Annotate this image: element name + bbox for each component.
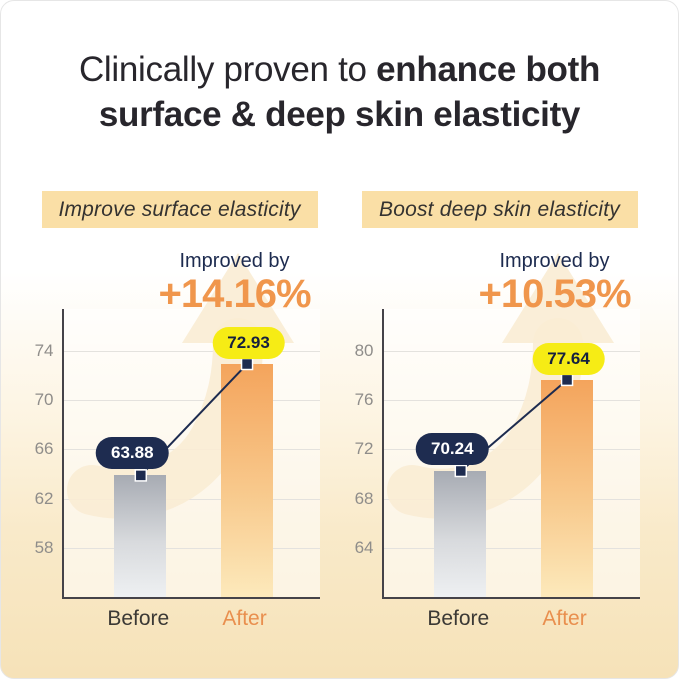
y-tick-label: 64	[354, 537, 374, 557]
improvement-callout: Improved by +14.16%	[106, 250, 364, 315]
bar-chart-deep: 64 68 72 76 80 70.24 77.64 Before After	[352, 253, 648, 631]
y-tick-label: 74	[34, 340, 54, 360]
y-tick-label: 58	[34, 537, 54, 557]
panel-deep-elasticity: Boost deep skin elasticity Improved by +…	[352, 191, 648, 631]
value-label-before: 70.24	[416, 432, 489, 465]
y-tick-label: 76	[354, 390, 374, 410]
value-label-after: 72.93	[212, 327, 285, 360]
y-axis: 64 68 72 76 80	[352, 309, 374, 597]
title-bold-text-line2: surface & deep skin elasticity	[98, 95, 581, 134]
plot-area: 63.88 72.93	[61, 309, 320, 599]
panel-header-surface: Improve surface elasticity	[41, 191, 318, 228]
improved-by-label: Improved by	[179, 250, 290, 272]
y-tick-label: 66	[34, 439, 54, 459]
improved-by-label: Improved by	[499, 250, 610, 272]
bar-after	[540, 379, 593, 597]
chart-panels: Improve surface elasticity Improved by +…	[1, 191, 678, 631]
improvement-percent: +14.16%	[158, 272, 311, 316]
plot-area: 70.24 77.64	[381, 309, 640, 599]
y-axis: 58 62 66 70 74	[32, 309, 54, 597]
page-title: Clinically proven to enhance both surfac…	[21, 47, 658, 137]
gridline	[63, 498, 320, 500]
y-tick-label: 72	[354, 439, 374, 459]
bar-after	[220, 364, 273, 597]
y-tick-label: 68	[354, 488, 374, 508]
gridline	[383, 400, 640, 402]
bar-before	[114, 475, 167, 597]
panel-surface-elasticity: Improve surface elasticity Improved by +…	[32, 191, 328, 631]
x-label-before: Before	[427, 607, 490, 630]
improvement-percent: +10.53%	[478, 272, 631, 316]
value-label-before: 63.88	[96, 437, 169, 470]
y-tick-label: 62	[34, 488, 54, 508]
x-label-before: Before	[107, 607, 170, 630]
panel-header-deep: Boost deep skin elasticity	[361, 191, 638, 228]
x-label-after: After	[542, 607, 587, 630]
x-label-after: After	[222, 607, 267, 630]
gridline	[383, 547, 640, 549]
gridline	[383, 498, 640, 500]
title-bold-text-line1: enhance both	[376, 50, 601, 89]
y-tick-label: 80	[354, 340, 374, 360]
bar-chart-surface: 58 62 66 70 74 63.88 72.93 Before After	[32, 253, 328, 631]
improvement-callout: Improved by +10.53%	[426, 250, 679, 315]
x-axis-labels: Before After	[352, 601, 648, 631]
value-label-after: 77.64	[532, 342, 605, 375]
gridline	[63, 547, 320, 549]
y-tick-label: 70	[34, 390, 54, 410]
title-regular-text: Clinically proven to	[78, 50, 377, 89]
gridline	[63, 400, 320, 402]
x-axis-labels: Before After	[32, 601, 328, 631]
bar-before	[434, 471, 487, 597]
